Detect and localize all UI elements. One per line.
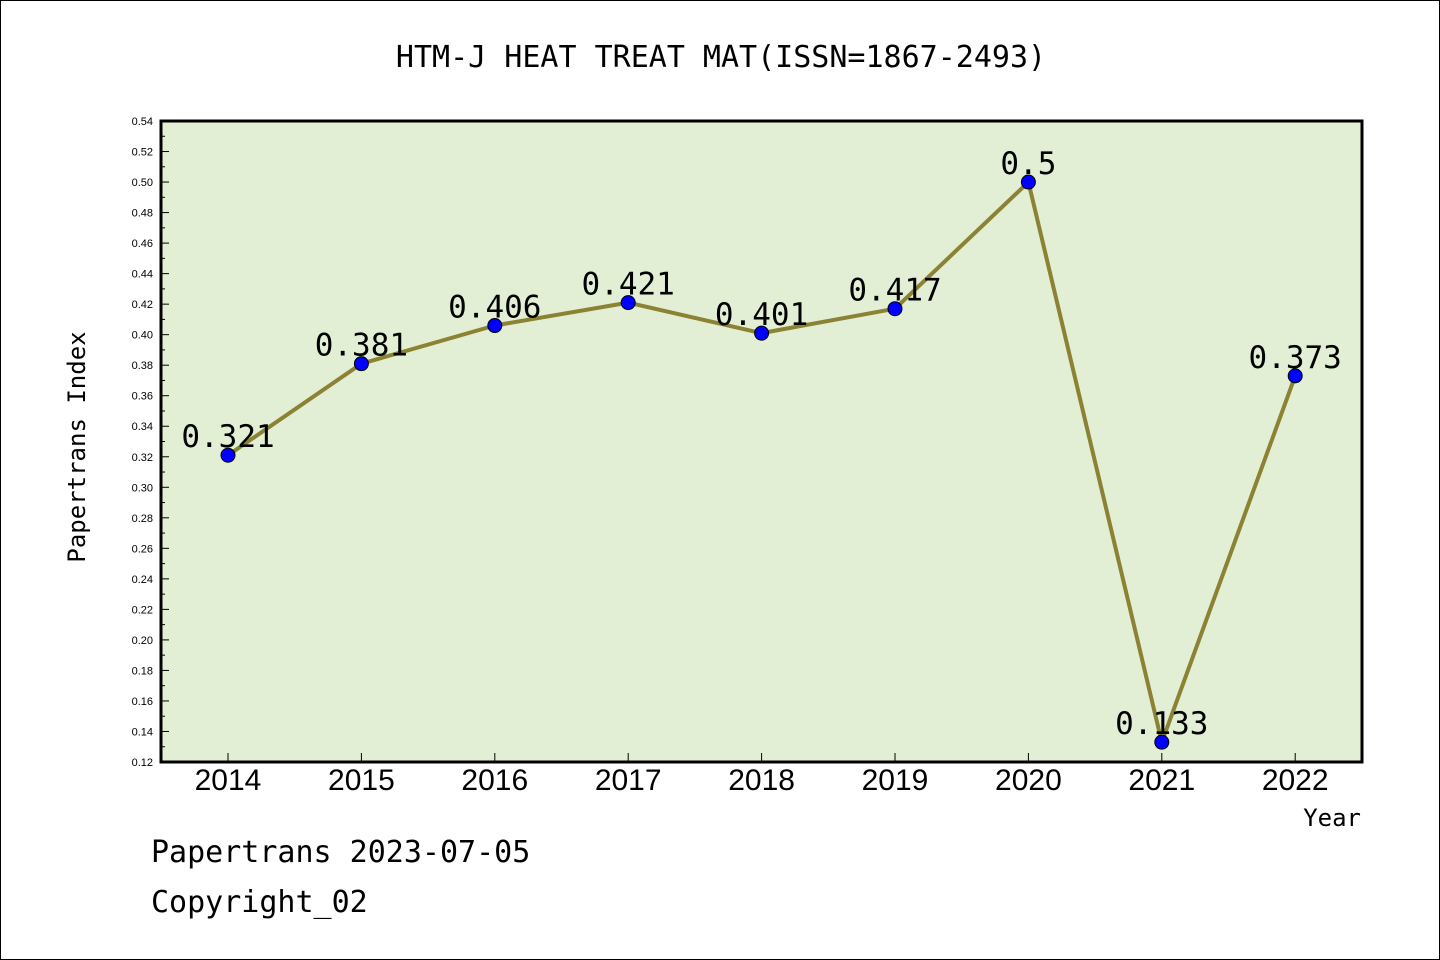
data-point [620, 295, 636, 311]
data-point [353, 356, 369, 372]
y-tick-label: 0.30 [132, 482, 153, 494]
y-tick-label: 0.12 [132, 757, 153, 769]
y-axis-title: Papertrans Index [63, 331, 91, 562]
data-point [754, 325, 770, 341]
footer-copyright: Copyright_02 [151, 885, 368, 920]
data-label: 0.133 [1115, 706, 1208, 742]
data-point [1287, 368, 1303, 384]
x-tick-label: 2017 [595, 764, 662, 797]
y-tick-label: 0.42 [132, 299, 153, 311]
data-point [1020, 174, 1036, 190]
data-label: 0.5 [1000, 146, 1056, 182]
data-point [220, 447, 236, 463]
plot-background [161, 121, 1362, 762]
x-tick-label: 2021 [1128, 764, 1195, 797]
y-tick-label: 0.24 [132, 574, 153, 586]
y-tick-label: 0.44 [132, 269, 153, 281]
data-point [487, 318, 503, 334]
y-tick-label: 0.36 [132, 391, 153, 403]
x-tick-label: 2014 [195, 764, 262, 797]
chart-title: HTM-J HEAT TREAT MAT(ISSN=1867-2493) [396, 40, 1046, 75]
x-tick-label: 2018 [728, 764, 795, 797]
x-tick-label: 2016 [461, 764, 528, 797]
data-label: 0.417 [848, 273, 941, 309]
data-label: 0.401 [715, 297, 808, 333]
data-label: 0.381 [315, 328, 408, 364]
y-tick-label: 0.18 [132, 665, 153, 677]
y-tick-label: 0.52 [132, 147, 153, 159]
data-label: 0.421 [582, 267, 675, 303]
x-tick-label: 2019 [862, 764, 929, 797]
y-tick-label: 0.16 [132, 696, 153, 708]
x-tick-label: 2022 [1262, 764, 1329, 797]
y-tick-label: 0.26 [132, 543, 153, 555]
y-tick-label: 0.14 [132, 726, 153, 738]
x-tick-label: 2015 [328, 764, 395, 797]
data-label: 0.373 [1249, 340, 1342, 376]
y-tick-label: 0.48 [132, 208, 153, 220]
x-tick-label: 2020 [995, 764, 1062, 797]
y-tick-label: 0.54 [132, 116, 153, 128]
y-tick-label: 0.38 [132, 360, 153, 372]
y-tick-label: 0.46 [132, 238, 153, 250]
y-tick-label: 0.40 [132, 330, 153, 342]
data-label: 0.406 [448, 290, 541, 326]
data-label: 0.321 [181, 419, 274, 455]
x-axis-title: Year [1303, 804, 1361, 832]
data-point [887, 301, 903, 317]
footer-date: Papertrans 2023-07-05 [151, 835, 531, 870]
y-tick-label: 0.50 [132, 177, 153, 189]
plot-area: 0.12 0.14 0.16 0.18 0.20 0.22 0.24 0.26 0.28 0.30… [132, 116, 1364, 797]
y-tick-label: 0.20 [132, 635, 153, 647]
y-tick-label: 0.32 [132, 452, 153, 464]
y-tick-label: 0.28 [132, 513, 153, 525]
y-tick-label: 0.34 [132, 421, 153, 433]
plot-frame [159, 119, 1364, 764]
data-point [1154, 734, 1170, 750]
y-tick-label: 0.22 [132, 604, 153, 616]
